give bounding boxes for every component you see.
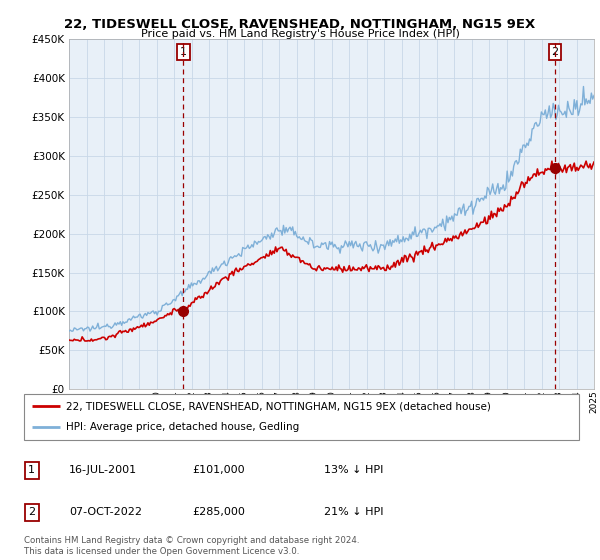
Text: 22, TIDESWELL CLOSE, RAVENSHEAD, NOTTINGHAM, NG15 9EX (detached house): 22, TIDESWELL CLOSE, RAVENSHEAD, NOTTING… (65, 401, 491, 411)
Text: 16-JUL-2001: 16-JUL-2001 (69, 465, 137, 475)
Text: 2: 2 (28, 507, 35, 517)
Text: 2: 2 (551, 47, 559, 57)
Text: 21% ↓ HPI: 21% ↓ HPI (324, 507, 383, 517)
Text: HPI: Average price, detached house, Gedling: HPI: Average price, detached house, Gedl… (65, 422, 299, 432)
Text: 1: 1 (28, 465, 35, 475)
Text: 22, TIDESWELL CLOSE, RAVENSHEAD, NOTTINGHAM, NG15 9EX: 22, TIDESWELL CLOSE, RAVENSHEAD, NOTTING… (64, 18, 536, 31)
Text: 13% ↓ HPI: 13% ↓ HPI (324, 465, 383, 475)
Text: Price paid vs. HM Land Registry's House Price Index (HPI): Price paid vs. HM Land Registry's House … (140, 29, 460, 39)
Text: £285,000: £285,000 (192, 507, 245, 517)
Text: 1: 1 (180, 47, 187, 57)
Text: Contains HM Land Registry data © Crown copyright and database right 2024.
This d: Contains HM Land Registry data © Crown c… (24, 536, 359, 556)
Text: £101,000: £101,000 (192, 465, 245, 475)
FancyBboxPatch shape (24, 394, 579, 440)
Text: 07-OCT-2022: 07-OCT-2022 (69, 507, 142, 517)
